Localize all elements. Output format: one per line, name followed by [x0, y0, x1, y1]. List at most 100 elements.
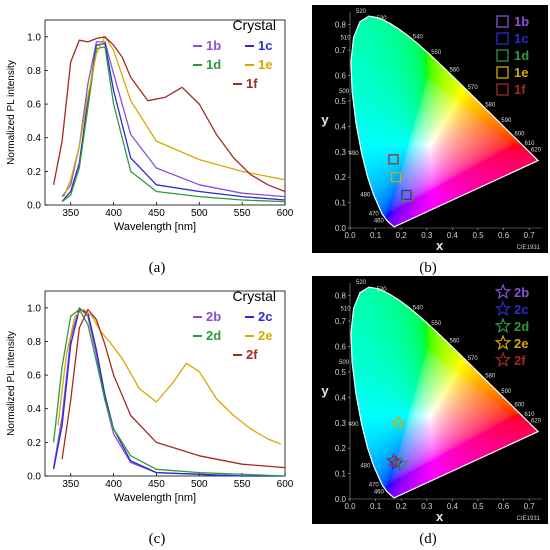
cie-wavelength-label: 470 [369, 482, 380, 488]
cie-x-tick-label: 0.1 [370, 231, 382, 240]
cie-y-tick-label: 0.5 [335, 97, 347, 106]
series-line-2d [52, 308, 286, 477]
legend-marker-1f [496, 83, 509, 96]
cie-wavelength-label: 530 [377, 16, 388, 22]
cie-y-tick-label: 0.3 [335, 419, 347, 428]
cie-wavelength-label: 490 [349, 151, 360, 157]
y-tick-label: 1.0 [27, 303, 41, 314]
y-tick-label: 0.8 [27, 337, 41, 348]
cie-wavelength-label: 560 [450, 67, 461, 73]
x-tick-label: 600 [277, 208, 294, 219]
y-tick-label: 0.0 [27, 201, 41, 212]
y-axis-label: Normalized PL intensity [6, 60, 17, 165]
legend-label-1b: 1b [206, 38, 221, 53]
cie-y-tick-label: 0.1 [335, 199, 347, 208]
x-tick-label: 600 [277, 479, 294, 490]
cie-wavelength-label: 570 [468, 356, 479, 362]
panel-c: 350 400 450 500 550 600 0.0 0.2 0.4 0.6 0.8 1.0 Wave… [6, 288, 294, 504]
cie-spectral-locus [350, 15, 540, 228]
data-point-1d [402, 191, 413, 202]
legend-marker-1d [496, 49, 509, 62]
y-axis-label: Normalized PL intensity [6, 331, 17, 436]
series-line-1e [63, 36, 286, 197]
cie-wavelength-label: 550 [431, 321, 442, 327]
cie-mark: CIE1931 [517, 245, 541, 251]
cie-y-tick-label: 0.6 [335, 343, 347, 352]
cie-wavelength-label: 620 [531, 419, 542, 425]
cie-x-tick-label: 0.3 [421, 231, 433, 240]
x-axis-label: Wavelength [nm] [114, 221, 196, 233]
sublabel-d: (d) [419, 531, 437, 547]
cie-x-axis-label: x [436, 509, 444, 524]
legend-marker-2b [494, 283, 512, 300]
cie-wavelength-label: 470 [369, 211, 380, 217]
legend-label-2b: 2b [514, 285, 529, 300]
legend-label-2e: 2e [514, 336, 528, 351]
legend-label-2e: 2e [258, 328, 272, 343]
cie-x-tick-label: 0.6 [498, 502, 510, 511]
y-tick-label: 0.8 [27, 66, 41, 77]
panel-b: 0.0 0.1 0.2 0.3 0.4 0.5 0.6 0.7 0.0 0.1 0.2 0.3 0.4 0… [312, 5, 548, 253]
series-line-2e [57, 308, 281, 445]
cie-wavelength-label: 520 [356, 280, 367, 286]
y-tick-label: 0.6 [27, 100, 41, 111]
legend-title: Crystal [232, 17, 276, 33]
cie-x-tick-label: 0.2 [396, 502, 408, 511]
legend-label-1d: 1d [514, 48, 529, 63]
cie-y-tick-label: 0.4 [335, 122, 347, 131]
cie-wavelength-label: 480 [360, 463, 371, 469]
cie-wavelength-label: 520 [356, 9, 367, 15]
cie-y-tick-label: 0.7 [335, 317, 347, 326]
x-tick-label: 550 [234, 208, 251, 219]
cie-y-tick-label: 0.1 [335, 470, 347, 479]
cie-y-tick-label: 0.2 [335, 444, 347, 453]
cie-wavelength-label: 530 [377, 287, 388, 293]
legend-label-2d: 2d [206, 328, 221, 343]
y-tick-label: 0.2 [27, 438, 41, 449]
legend-marker-2f [494, 351, 512, 368]
cie-spectral-locus [350, 286, 540, 499]
y-tick-label: 0.6 [27, 371, 41, 382]
plot-frame [44, 19, 286, 206]
cie-y-axis-label: y [321, 383, 329, 398]
legend-label-1b: 1b [514, 14, 529, 29]
cie-wavelength-label: 600 [515, 131, 526, 137]
legend-label-1e: 1e [258, 57, 272, 72]
y-tick-label: 0.2 [27, 167, 41, 178]
sublabel-b: (b) [419, 260, 437, 276]
cie-x-tick-label: 0.0 [344, 502, 356, 511]
series-line-2f [61, 308, 286, 469]
data-point-2e [391, 414, 407, 430]
legend-label-1d: 1d [206, 57, 221, 72]
x-tick-label: 350 [62, 208, 79, 219]
cie-wavelength-label: 620 [531, 148, 542, 154]
cie-y-axis-label: y [321, 112, 329, 127]
cie-x-tick-label: 0.4 [447, 231, 459, 240]
cie-wavelength-label: 610 [524, 412, 535, 418]
data-point-1c [401, 189, 412, 201]
cie-x-tick-label: 0.2 [396, 231, 408, 240]
legend-marker-1b [496, 15, 509, 28]
cie-x-axis-label: x [436, 238, 444, 253]
cie-wavelength-label: 480 [360, 192, 371, 198]
x-tick-label: 500 [191, 479, 208, 490]
legend-label-1e: 1e [514, 65, 528, 80]
sublabel-a: (a) [149, 260, 166, 276]
cie-x-tick-label: 0.5 [472, 231, 484, 240]
legend-label-2f: 2f [246, 347, 258, 362]
cie-x-tick-label: 0.6 [498, 231, 510, 240]
legend-marker-2c [494, 300, 512, 317]
x-tick-label: 350 [62, 479, 79, 490]
cie-x-tick-label: 0.7 [524, 231, 536, 240]
cie-y-tick-label: 0.6 [335, 72, 347, 81]
cie-wavelength-label: 580 [485, 102, 496, 108]
panel-d: 0.0 0.1 0.2 0.3 0.4 0.5 0.6 0.7 0.0 0.1 0.2 0.3 0.4 0… [312, 276, 548, 524]
cie-y-tick-label: 0.7 [335, 46, 347, 55]
cie-x-tick-label: 0.7 [524, 502, 536, 511]
series-line-2c [52, 308, 285, 477]
cie-wavelength-label: 600 [515, 402, 526, 408]
legend-label-2b: 2b [206, 309, 221, 324]
cie-wavelength-label: 610 [524, 141, 535, 147]
legend-label-2c: 2c [514, 302, 528, 317]
